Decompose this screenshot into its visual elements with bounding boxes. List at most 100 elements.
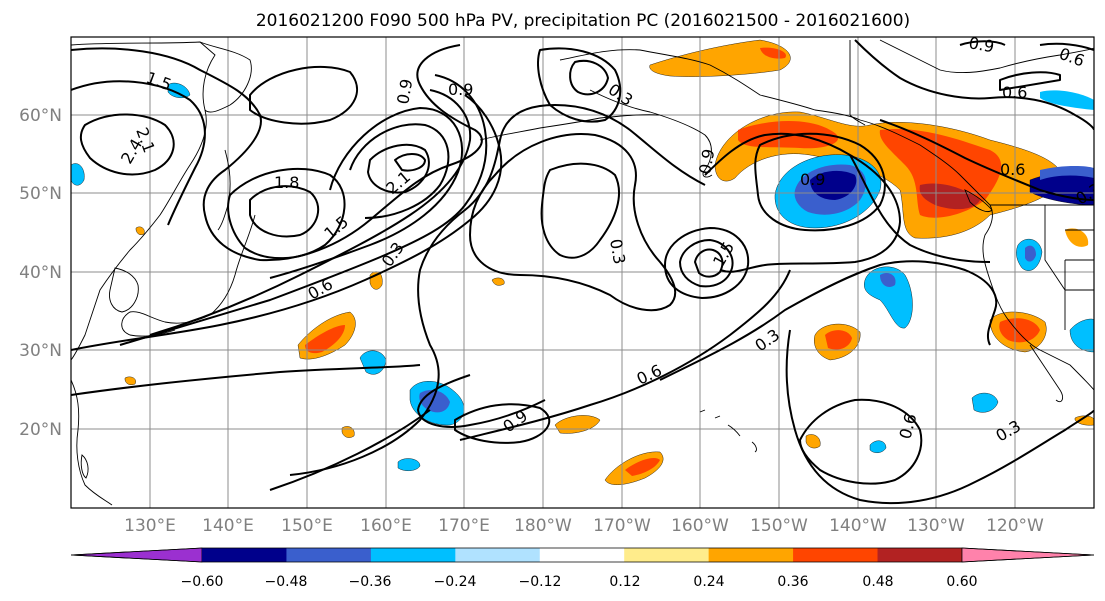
border-alaska-canada (849, 40, 866, 126)
contour-ab (879, 119, 1094, 201)
coast-arctic (879, 39, 1094, 74)
contour-n (71, 364, 546, 428)
precip-positive-california-strong (999, 318, 1040, 343)
contour-aa (854, 39, 1094, 131)
lat-label-30n: 30°N (19, 341, 62, 361)
colorbar-tick-label: −0.24 (434, 574, 477, 590)
contour-label: 0.9 (448, 80, 473, 99)
contour-h (349, 123, 450, 219)
coast-asia (71, 41, 216, 361)
coast-alaska-north (559, 49, 861, 121)
precip-positive-small-6 (124, 376, 136, 385)
state-lines (1044, 205, 1094, 330)
precip-positive-gulf-max (919, 183, 980, 210)
contour-i (269, 107, 463, 279)
colorbar-tick-label: 0.60 (946, 574, 977, 590)
contour-af (799, 398, 923, 485)
colorbar-tick-labels: −0.60 −0.48 −0.36 −0.24 −0.12 0.12 0.24 … (181, 574, 978, 590)
contour-ai (849, 154, 991, 263)
contour-label: 1.8 (274, 173, 299, 192)
lon-label: 130°E (124, 516, 176, 536)
colorbar-segment (624, 548, 710, 562)
lon-label: 170°W (593, 516, 651, 536)
contour-label: 0.6 (1002, 83, 1027, 102)
contour-label: 0.9 (967, 33, 995, 56)
precip-negative-interior-mid (1025, 245, 1036, 262)
coast-japan (121, 214, 256, 337)
coastlines (71, 39, 1094, 506)
contour-label: 0.6 (1000, 160, 1025, 179)
lat-label-20n: 20°N (19, 420, 62, 440)
precip-negative-central-east (864, 266, 913, 329)
colorbar-segment (202, 548, 287, 562)
contour-label: 0.9 (800, 170, 825, 189)
map-frame (70, 36, 1095, 509)
contour-ae (659, 260, 998, 381)
precip-positive-small-3 (805, 434, 821, 449)
precip-positive-bering (649, 39, 791, 77)
colorbar-tick-label: 0.24 (693, 574, 724, 590)
lon-label: 140°W (829, 516, 887, 536)
contour-v (694, 248, 724, 278)
contour-k (119, 74, 488, 346)
precip-negative-kamchatka (167, 82, 191, 99)
precip-negative-central-east-mid (880, 273, 896, 287)
coast-kamchatka (199, 41, 252, 113)
coast-korea (109, 267, 139, 313)
colorbar-segment (793, 548, 879, 562)
precip-negative-japan-west (71, 163, 85, 186)
colorbar-tick-label: −0.60 (181, 574, 224, 590)
colorbar-segments (70, 547, 1095, 563)
lon-label: 170°E (438, 516, 490, 536)
lat-label-40n: 40°N (19, 263, 62, 283)
contour-b (79, 113, 175, 176)
precip-negative-hawaii-east (971, 392, 999, 413)
contour-w (704, 132, 901, 273)
precip-positive-small-5 (135, 226, 145, 235)
contour-label: 0.9 (393, 77, 416, 105)
colorbar-tick-label: 0.12 (609, 574, 640, 590)
latitude-labels: 60°N 50°N 40°N 30°N 20°N (19, 106, 62, 440)
contour-q (454, 403, 551, 444)
contour-m (249, 65, 359, 125)
coast-north-america-west (859, 119, 1094, 391)
contour-ac (999, 71, 1061, 91)
longitude-labels: 130°E 140°E 150°E 160°E 170°E 180°W 170°… (124, 516, 1044, 536)
colorbar-segment (539, 548, 625, 562)
precip-positive-nw-coast (1065, 228, 1089, 247)
precipitation-shading (71, 39, 1094, 485)
contour-a (71, 44, 483, 262)
colorbar-segment (370, 548, 456, 562)
precip-negative-east-2 (869, 440, 887, 453)
contour-f (367, 143, 430, 194)
contour-x (754, 132, 886, 232)
colorbar-segment (708, 548, 794, 562)
precip-positive-small-4 (491, 277, 505, 286)
contour-j (149, 89, 472, 336)
contour-y (537, 47, 622, 123)
contour-ag (785, 329, 1094, 505)
contour-e (227, 167, 346, 260)
map-title: 2016021200 F090 500 hPa PV, precipitatio… (256, 11, 910, 31)
contour-label: 0.3 (606, 237, 629, 265)
lon-label: 150°E (281, 516, 333, 536)
contour-z (569, 59, 609, 96)
colorbar-outline (70, 547, 1095, 563)
coast-alaska-peninsula (589, 89, 713, 178)
contour-p (459, 269, 791, 441)
coast-baja (1029, 344, 1063, 403)
contour-u (679, 239, 734, 288)
colorbar-extend-min (70, 547, 203, 563)
colorbar-tick-label: 0.36 (777, 574, 808, 590)
colorbar-extend-max (961, 547, 1095, 563)
coast-hawaii (699, 409, 757, 453)
colorbar-segment (455, 548, 541, 562)
contour-ad (959, 40, 1094, 51)
lon-label: 140°E (202, 516, 254, 536)
contour-c (71, 80, 206, 226)
colorbar-segment (877, 548, 963, 562)
colorbar-tick-label: 0.48 (862, 574, 893, 590)
colorbar-tick-label: −0.48 (265, 574, 308, 590)
contour-o (289, 104, 706, 476)
